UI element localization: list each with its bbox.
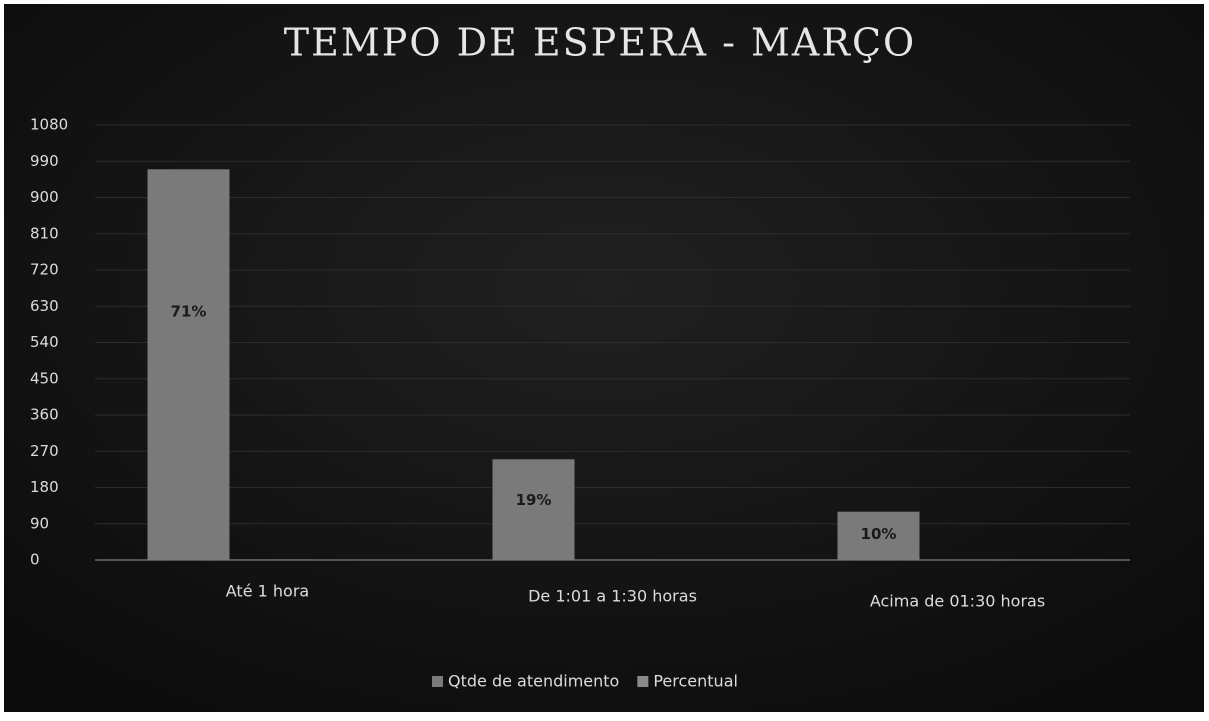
legend-swatch <box>432 676 443 687</box>
x-tick-label: De 1:01 a 1:30 horas <box>528 587 697 606</box>
y-tick-label: 810 <box>30 224 59 242</box>
chart-title: TEMPO DE ESPERA - MARÇO <box>284 21 916 65</box>
data-label: 19% <box>516 491 552 509</box>
legend-label: Qtde de atendimento <box>448 672 619 691</box>
data-label: 10% <box>861 525 897 543</box>
y-tick-label: 540 <box>30 333 59 351</box>
y-tick-label: 180 <box>30 478 59 496</box>
bar <box>148 169 230 560</box>
x-tick-label: Até 1 hora <box>226 582 309 601</box>
y-tick-label: 0 <box>30 551 40 569</box>
y-tick-label: 630 <box>30 297 59 315</box>
y-tick-label: 720 <box>30 261 59 279</box>
legend-swatch <box>637 676 648 687</box>
y-tick-label: 270 <box>30 442 59 460</box>
y-tick-label: 450 <box>30 369 59 387</box>
x-tick-label: Acima de 01:30 horas <box>870 592 1045 611</box>
data-label: 71% <box>171 303 207 321</box>
y-tick-label: 900 <box>30 188 59 206</box>
y-tick-label: 990 <box>30 152 59 170</box>
legend-label: Percentual <box>653 672 738 691</box>
bar <box>493 459 575 560</box>
y-tick-label: 90 <box>30 514 49 532</box>
y-tick-label: 360 <box>30 406 59 424</box>
y-tick-label: 1080 <box>30 116 68 134</box>
